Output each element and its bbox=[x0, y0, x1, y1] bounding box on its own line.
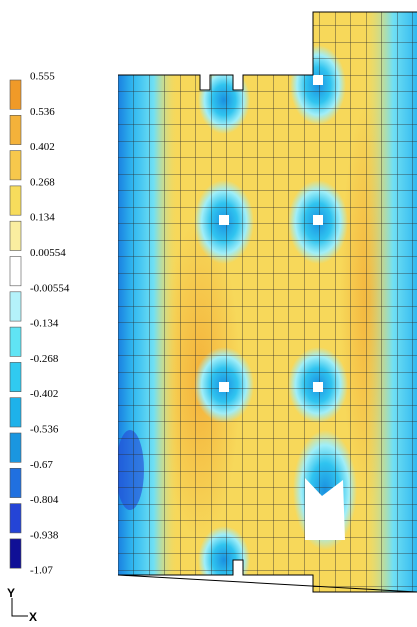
legend-swatch bbox=[10, 362, 21, 391]
legend-swatch bbox=[10, 398, 21, 427]
legend-swatch bbox=[10, 221, 21, 250]
legend: 0.555 0.536 0.402 0.268 0.134 0.00554 -0.00554… bbox=[10, 71, 70, 577]
legend-swatch bbox=[10, 539, 21, 568]
legend-label: 0.00554 bbox=[30, 247, 66, 259]
legend-swatch bbox=[10, 433, 21, 462]
legend-swatch bbox=[10, 468, 21, 497]
legend-label: -0.67 bbox=[30, 459, 53, 471]
legend-swatch bbox=[10, 257, 21, 286]
screenshot: 0.555 0.536 0.402 0.268 0.134 0.00554 -0.00554… bbox=[0, 0, 417, 627]
legend-label: -0.804 bbox=[30, 494, 59, 506]
axis-y-label: Y bbox=[7, 586, 15, 600]
legend-swatch bbox=[10, 115, 21, 144]
legend-label: 0.268 bbox=[30, 176, 55, 188]
legend-label: -0.402 bbox=[30, 388, 58, 400]
axis-x-label: X bbox=[29, 610, 37, 624]
legend-label: -1.07 bbox=[30, 565, 53, 577]
legend-label: 0.134 bbox=[30, 212, 55, 224]
legend-swatch bbox=[10, 292, 21, 321]
legend-label: -0.268 bbox=[30, 353, 59, 365]
legend-swatch bbox=[10, 80, 21, 109]
axis-triad: Y X bbox=[7, 586, 37, 624]
legend-label: -0.134 bbox=[30, 318, 59, 330]
legend-swatch bbox=[10, 327, 21, 356]
contour-plot bbox=[116, 12, 417, 594]
legend-label: 0.536 bbox=[30, 106, 55, 118]
legend-label: 0.402 bbox=[30, 141, 55, 153]
legend-swatch bbox=[10, 504, 21, 533]
legend-label: -0.536 bbox=[30, 424, 59, 436]
legend-label: -0.938 bbox=[30, 529, 59, 541]
legend-swatch bbox=[10, 186, 21, 215]
legend-swatch bbox=[10, 151, 21, 180]
legend-label: 0.555 bbox=[30, 71, 55, 83]
legend-label: -0.00554 bbox=[30, 282, 70, 294]
